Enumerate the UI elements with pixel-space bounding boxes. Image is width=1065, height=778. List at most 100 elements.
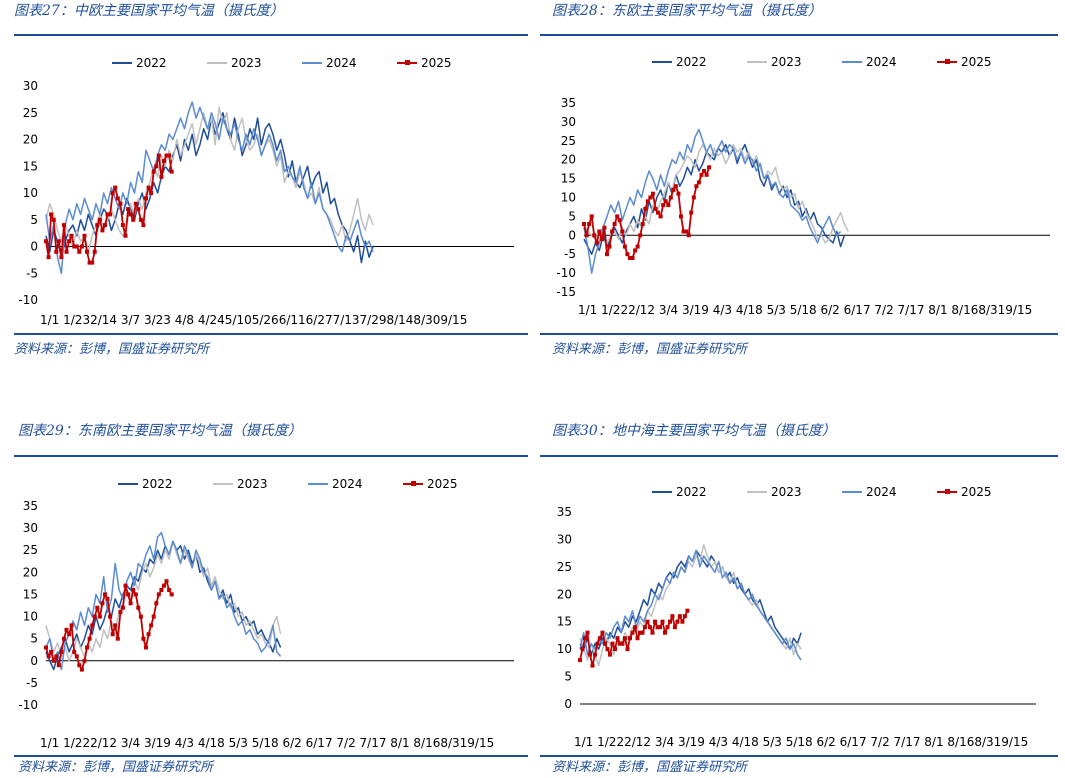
y-tick-label: 0 xyxy=(564,697,572,711)
legend-label-2022: 2022 xyxy=(136,56,167,70)
series-2025-marker xyxy=(658,214,663,219)
series-2025-marker xyxy=(603,641,607,646)
y-tick-label: 10 xyxy=(23,186,38,200)
series-2023-line xyxy=(45,540,282,662)
series-2025-marker xyxy=(582,222,586,226)
y-tick-label: 10 xyxy=(561,191,576,205)
series-2025-marker xyxy=(103,592,107,597)
series-2025-marker xyxy=(51,217,56,222)
series-2025-marker xyxy=(625,252,630,257)
series-2025-marker xyxy=(64,249,69,254)
series-2025-marker xyxy=(638,233,643,238)
series-2025-marker xyxy=(85,645,89,650)
series-2025-marker xyxy=(681,229,686,234)
series-2025-marker xyxy=(136,207,141,212)
series-2025-marker xyxy=(612,222,617,226)
series-2025-marker xyxy=(82,233,87,238)
series-2025-marker xyxy=(653,206,658,211)
series-2022-line xyxy=(583,143,846,255)
series-2025-marker xyxy=(707,165,712,170)
series-2025-marker xyxy=(154,601,159,606)
series-2025-marker xyxy=(59,255,64,260)
y-tick-label: -15 xyxy=(556,285,576,299)
series-2025-marker xyxy=(610,229,615,234)
series-2025-marker xyxy=(69,623,74,628)
x-tick-labels: 1/1 1/232/14 3/7 3/23 4/8 4/245/105/266/… xyxy=(40,313,467,327)
source-note: 资料来源：彭博，国盛证券研究所 xyxy=(552,760,748,775)
series-2025-marker xyxy=(628,636,632,641)
series-2025-marker xyxy=(156,592,161,597)
y-tick-label: 15 xyxy=(561,172,576,186)
y-tick-label: 20 xyxy=(561,153,576,167)
series-2025-marker xyxy=(69,233,74,238)
series-2025-marker xyxy=(151,614,156,619)
chart-title: 图表27：中欧主要国家平均气温（摄氏度） xyxy=(14,3,284,19)
series-2025-marker xyxy=(696,180,701,185)
series-2025-marker xyxy=(675,619,680,624)
series-2025-marker xyxy=(656,210,660,215)
y-tick-label: 20 xyxy=(23,133,38,147)
series-2025-marker xyxy=(630,256,635,260)
series-2025-marker xyxy=(618,641,622,646)
legend-label-2023: 2023 xyxy=(771,55,802,69)
legend-label-2024: 2024 xyxy=(866,485,897,499)
series-2025-marker xyxy=(138,217,143,222)
series-2025-marker xyxy=(118,201,123,206)
series-2025-marker xyxy=(54,654,59,659)
series-2025-marker xyxy=(694,184,699,189)
series-2025-marker xyxy=(597,229,602,234)
series-2025-marker xyxy=(56,239,61,244)
series-2025-marker xyxy=(154,164,159,169)
series-2025-marker xyxy=(608,652,612,657)
series-2025-marker xyxy=(682,614,687,619)
series-2025-marker xyxy=(584,233,589,238)
series-2025-marker xyxy=(133,592,138,597)
x-tick-labels: 1/1 1/222/12 3/4 3/19 4/3 4/18 5/3 5/18 … xyxy=(578,303,1032,317)
series-2025-marker xyxy=(625,647,630,652)
legend-label-2025: 2025 xyxy=(427,477,458,491)
series-2025-marker xyxy=(67,239,72,244)
series-2025-marker xyxy=(146,185,151,190)
series-2025-marker xyxy=(598,636,602,641)
series-2025-marker xyxy=(126,592,131,597)
series-2025-marker xyxy=(650,191,655,196)
series-2025-marker xyxy=(635,244,640,249)
y-tick-label: 30 xyxy=(23,79,38,93)
series-2025-marker xyxy=(113,185,118,190)
source-rule xyxy=(14,755,528,757)
series-2025-marker xyxy=(633,248,638,253)
series-2025-marker xyxy=(668,195,673,200)
series-2025-marker xyxy=(685,608,690,613)
series-2025-marker xyxy=(110,191,115,195)
series-2025-marker xyxy=(87,260,92,265)
series-2025-marker xyxy=(146,632,151,637)
series-2025-marker xyxy=(56,663,61,668)
series-2025-marker xyxy=(151,169,156,174)
series-2025-marker xyxy=(588,652,592,657)
series-2025-marker xyxy=(72,244,77,249)
series-2025-marker xyxy=(628,256,632,260)
legend-label-2024: 2024 xyxy=(326,56,357,70)
series-2025-marker xyxy=(105,596,110,601)
series-2025-marker xyxy=(92,249,97,254)
panel-central-europe: 图表27：中欧主要国家平均气温（摄氏度） -10 -5 0 5 10 15 20 25 30 1/… xyxy=(14,0,528,372)
source-rule xyxy=(14,333,528,335)
series-2025-marker xyxy=(44,645,48,650)
series-2025-marker xyxy=(97,614,102,619)
panel-mediterranean: 图表30：地中海主要国家平均气温（摄氏度） 0 5 10 15 20 25 30 35 1/1 … xyxy=(540,420,1058,778)
series-2025-marker xyxy=(663,630,667,635)
panel-southeastern-europe: 图表29：东南欧主要国家平均气温（摄氏度） -10 -5 0 5 10 15 20 25 30 3… xyxy=(14,420,528,778)
y-tick-label: 20 xyxy=(557,587,572,601)
legend-label-2025: 2025 xyxy=(961,55,992,69)
series-2025-marker xyxy=(92,614,97,619)
series-2025-marker xyxy=(645,199,650,204)
y-tick-label: 15 xyxy=(23,587,38,601)
y-tick-label: -10 xyxy=(18,698,38,712)
series-2025-marker xyxy=(689,210,694,215)
title-rule xyxy=(14,455,528,457)
series-2025-marker xyxy=(680,619,685,624)
y-tick-label: 15 xyxy=(557,615,572,629)
series-2025-marker xyxy=(164,153,169,158)
